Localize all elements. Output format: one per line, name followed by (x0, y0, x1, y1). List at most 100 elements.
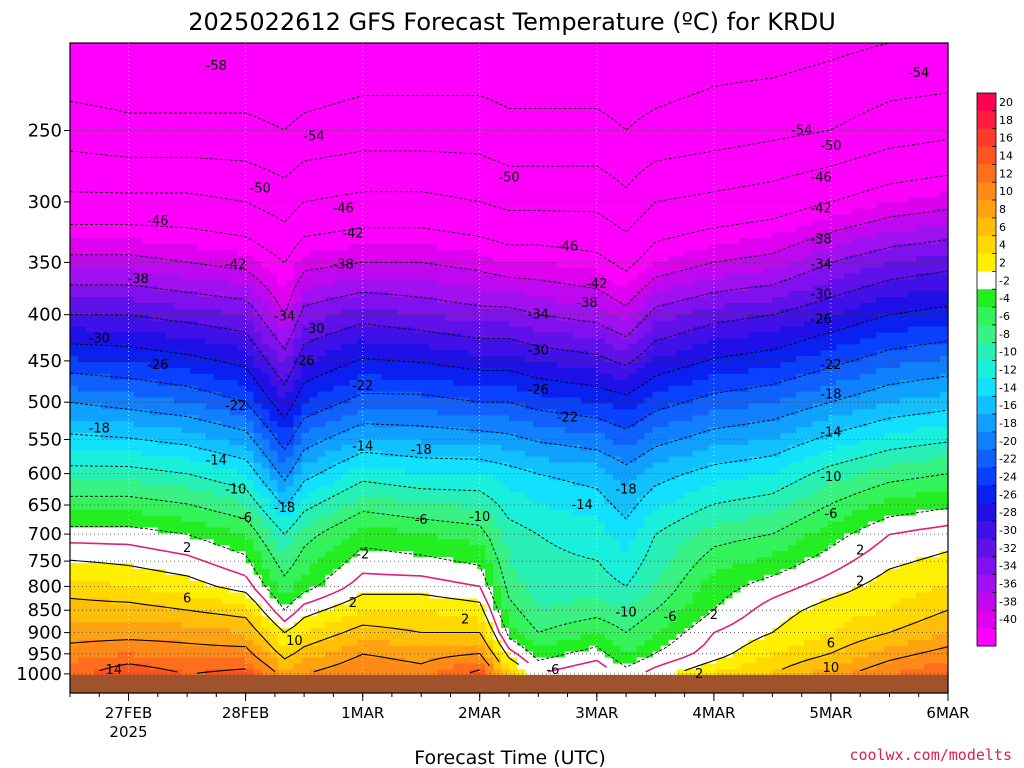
heatmap-cell (636, 184, 646, 192)
heatmap-cell (548, 125, 558, 133)
heatmap-cell (884, 167, 893, 174)
heatmap-cell (70, 84, 79, 91)
heatmap-cell (237, 249, 247, 257)
heatmap-cell (876, 202, 885, 210)
heatmap-cell (900, 190, 909, 198)
heatmap-cell (652, 267, 662, 275)
heatmap-cell (461, 143, 470, 150)
heatmap-cell (588, 238, 598, 245)
heatmap-cell (469, 125, 478, 133)
heatmap-cell (676, 84, 686, 91)
heatmap-cell (277, 202, 287, 210)
heatmap-cell (700, 90, 710, 97)
heatmap-cell (684, 208, 694, 215)
heatmap-cell (892, 60, 901, 68)
heatmap-cell (413, 137, 422, 145)
heatmap-cell (724, 249, 734, 257)
heatmap-cell (548, 84, 558, 91)
heatmap-cell (229, 202, 239, 210)
heatmap-cell (828, 66, 837, 74)
heatmap-cell (261, 96, 271, 103)
heatmap-cell (788, 297, 797, 304)
heatmap-cell (501, 202, 510, 210)
heatmap-cell (796, 273, 805, 280)
heatmap-cell (604, 173, 614, 180)
heatmap-cell (868, 303, 877, 310)
heatmap-cell (325, 96, 334, 103)
heatmap-cell (548, 54, 558, 62)
heatmap-cell (125, 137, 135, 145)
heatmap-cell (421, 226, 430, 233)
heatmap-cell (652, 291, 662, 298)
heatmap-cell (493, 90, 502, 97)
heatmap-cell (940, 208, 949, 215)
heatmap-cell (732, 291, 742, 298)
heatmap-cell (908, 173, 917, 180)
heatmap-cell (732, 214, 742, 221)
heatmap-cell (245, 173, 255, 180)
heatmap-cell (397, 108, 406, 115)
heatmap-cell (213, 297, 223, 304)
heatmap-cell (101, 155, 111, 162)
heatmap-cell (844, 108, 853, 115)
heatmap-cell (85, 131, 95, 139)
heatmap-cell (413, 249, 422, 257)
heatmap-cell (213, 303, 223, 310)
heatmap-cell (125, 178, 135, 186)
heatmap-cell (213, 196, 223, 204)
heatmap-cell (748, 255, 758, 263)
heatmap-cell (940, 119, 949, 127)
heatmap-cell (940, 173, 949, 180)
heatmap-cell (317, 267, 327, 275)
heatmap-cell (285, 214, 295, 221)
heatmap-cell (277, 161, 287, 168)
heatmap-cell (349, 238, 358, 245)
heatmap-cell (309, 102, 319, 109)
heatmap-cell (421, 131, 430, 139)
heatmap-cell (309, 60, 319, 68)
heatmap-cell (309, 48, 319, 56)
heatmap-cell (365, 208, 374, 215)
heatmap-cell (628, 243, 638, 251)
heatmap-cell (453, 190, 462, 198)
heatmap-cell (421, 178, 430, 186)
heatmap-cell (277, 167, 287, 174)
heatmap-cell (509, 178, 518, 186)
heatmap-cell (788, 208, 797, 215)
heatmap-cell (253, 131, 263, 139)
heatmap-cell (764, 54, 773, 62)
heatmap-cell (548, 113, 558, 121)
heatmap-cell (692, 96, 702, 103)
heatmap-cell (756, 261, 766, 269)
heatmap-cell (77, 72, 87, 80)
heatmap-cell (652, 303, 662, 310)
heatmap-cell (596, 279, 606, 286)
heatmap-cell (596, 143, 606, 150)
heatmap-cell (932, 190, 941, 198)
heatmap-cell (437, 208, 446, 215)
heatmap-cell (732, 220, 742, 227)
heatmap-cell (884, 208, 893, 215)
heatmap-cell (516, 285, 526, 292)
heatmap-cell (900, 249, 909, 257)
heatmap-cell (101, 143, 111, 150)
heatmap-cell (564, 155, 574, 162)
heatmap-cell (700, 196, 710, 204)
heatmap-cell (644, 143, 654, 150)
heatmap-cell (413, 43, 422, 50)
heatmap-cell (828, 267, 837, 275)
heatmap-cell (205, 297, 215, 304)
heatmap-cell (165, 102, 175, 109)
heatmap-cell (181, 48, 191, 56)
heatmap-cell (916, 48, 925, 56)
heatmap-cell (644, 202, 654, 210)
heatmap-cell (101, 208, 111, 215)
heatmap-cell (812, 249, 821, 257)
heatmap-cell (229, 96, 239, 103)
heatmap-cell (836, 279, 845, 286)
heatmap-cell (261, 78, 271, 85)
heatmap-cell (788, 196, 797, 204)
heatmap-cell (572, 291, 582, 298)
heatmap-cell (245, 72, 255, 80)
heatmap-cell (788, 60, 797, 68)
